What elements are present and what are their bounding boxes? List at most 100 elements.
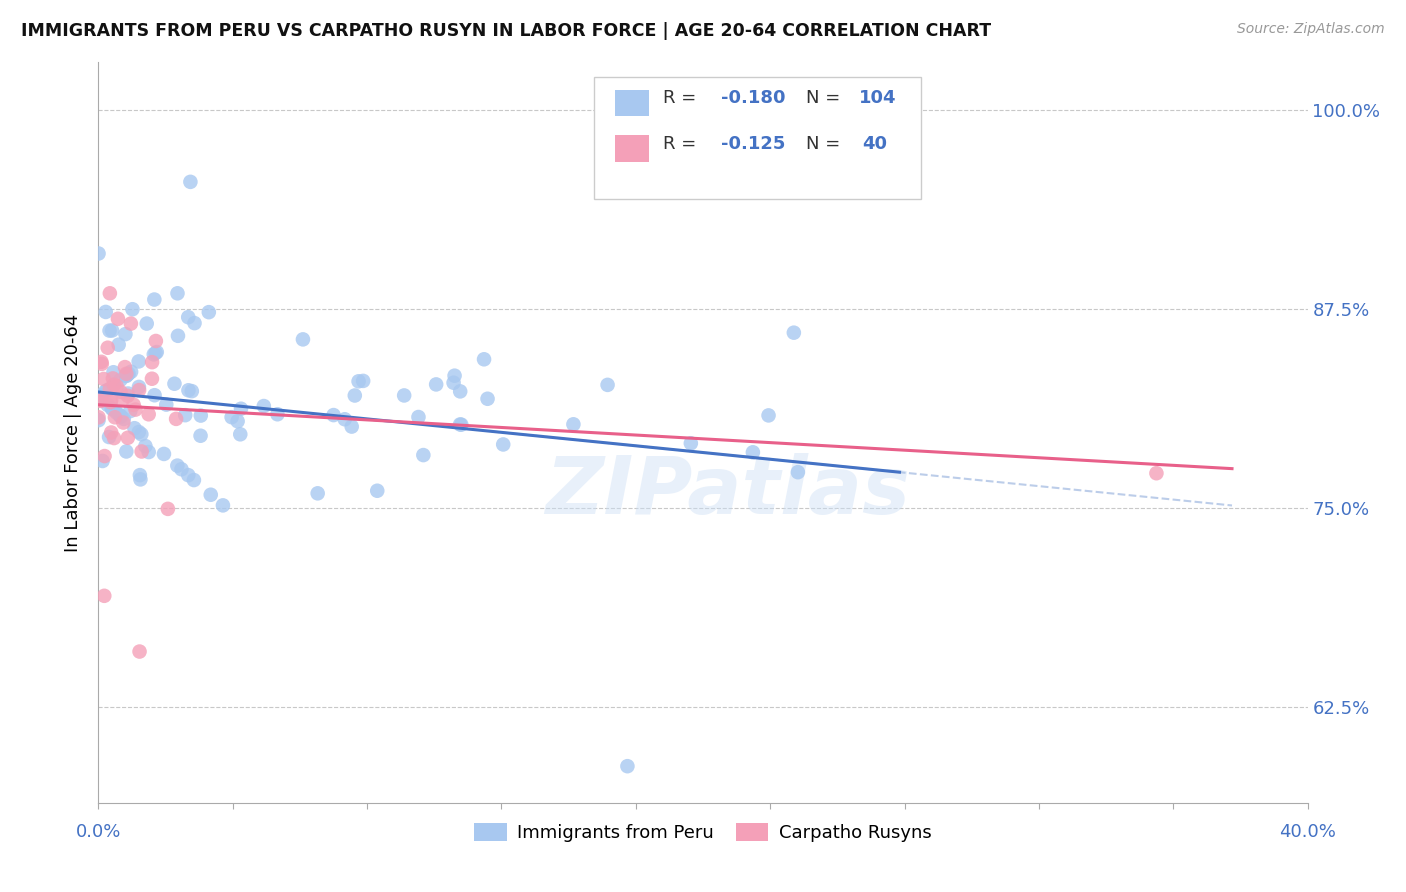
Point [90,392,112,406]
Y-axis label: In Labor Force | Age 20-64: In Labor Force | Age 20-64 [65,313,83,552]
Point [1144,467,1167,481]
Point [103,431,125,445]
Point [105,405,128,419]
Text: ZIPatlas: ZIPatlas [544,453,910,531]
Point [212,499,235,513]
Point [343,388,366,402]
FancyBboxPatch shape [614,89,648,117]
Point [115,368,138,383]
Point [226,414,249,428]
Text: Source: ZipAtlas.com: Source: ZipAtlas.com [1237,22,1385,37]
Point [94,305,117,319]
Point [741,445,763,459]
Point [183,316,205,330]
Point [111,392,134,407]
Point [120,404,142,418]
Point [190,409,212,423]
Point [679,436,702,450]
Text: N =: N = [806,89,846,107]
Point [135,317,157,331]
Point [322,408,344,422]
Point [90,357,112,371]
Point [146,345,169,359]
Point [131,427,153,442]
Point [108,408,131,422]
Point [190,428,212,442]
Point [180,384,202,398]
Point [93,589,115,603]
Point [87,413,110,427]
Point [98,286,121,301]
Point [179,175,201,189]
Text: 104: 104 [859,89,897,107]
Point [138,445,160,459]
Point [87,246,110,260]
Point [117,431,139,445]
Point [340,419,363,434]
Point [166,286,188,301]
Point [128,380,150,394]
Point [121,302,143,317]
Point [117,389,139,403]
Point [107,337,129,351]
Point [165,412,187,426]
Point [177,384,200,398]
Point [155,398,177,412]
Point [94,384,117,399]
Point [101,371,124,385]
Point [141,372,163,386]
Point [128,468,150,483]
Point [89,393,111,408]
Point [450,417,472,432]
Point [103,365,125,379]
Point [87,410,110,425]
FancyBboxPatch shape [614,136,648,162]
Point [105,379,128,393]
Text: 40.0%: 40.0% [1279,823,1336,841]
Point [347,374,370,388]
Point [96,384,118,398]
Point [443,376,465,390]
Point [253,399,276,413]
Point [115,367,138,381]
Point [472,352,495,367]
Point [97,398,120,412]
Point [142,347,165,361]
Point [229,427,252,442]
Point [103,377,125,392]
Point [122,398,145,412]
Point [110,373,132,387]
Point [93,449,115,463]
Point [101,402,124,417]
Point [124,402,146,417]
Point [167,328,190,343]
Point [616,759,638,773]
Point [134,439,156,453]
Point [291,332,314,346]
Point [477,392,499,406]
Point [449,384,471,399]
Point [93,372,115,386]
Point [153,447,176,461]
Point [145,346,167,360]
Point [89,388,111,402]
Point [200,488,222,502]
Point [156,501,179,516]
Text: R =: R = [664,89,702,107]
Point [87,390,110,404]
FancyBboxPatch shape [595,78,921,200]
Point [110,409,132,424]
Point [100,425,122,440]
Point [128,644,150,658]
Point [198,305,221,319]
Point [166,458,188,473]
Point [107,311,129,326]
Point [117,367,139,381]
Text: -0.180: -0.180 [721,89,786,107]
Point [112,416,135,430]
Point [115,444,138,458]
Point [266,407,288,421]
Point [143,293,166,307]
Point [366,483,388,498]
Point [143,388,166,402]
